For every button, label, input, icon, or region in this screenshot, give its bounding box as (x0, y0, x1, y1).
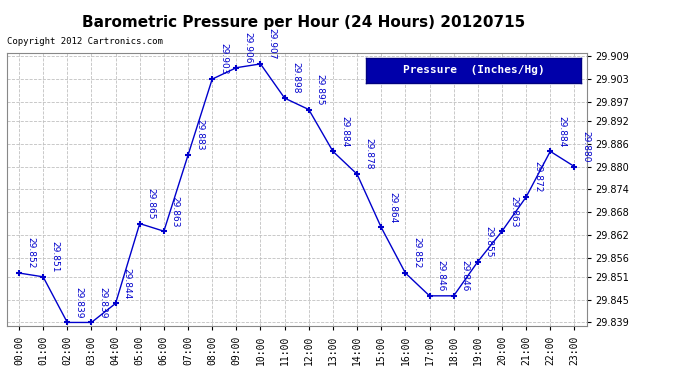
Text: 29.907: 29.907 (268, 28, 277, 60)
Text: 29.903: 29.903 (219, 44, 228, 75)
Text: Copyright 2012 Cartronics.com: Copyright 2012 Cartronics.com (7, 38, 163, 46)
Text: 29.895: 29.895 (316, 74, 325, 105)
Text: 29.852: 29.852 (413, 237, 422, 269)
Text: 29.844: 29.844 (123, 268, 132, 299)
Text: 29.855: 29.855 (485, 226, 494, 258)
Text: 29.906: 29.906 (244, 32, 253, 63)
Text: 29.863: 29.863 (509, 195, 518, 227)
Text: 29.884: 29.884 (340, 116, 349, 147)
Text: 29.878: 29.878 (364, 138, 373, 170)
Text: 29.880: 29.880 (582, 131, 591, 162)
Text: 29.839: 29.839 (99, 287, 108, 318)
Text: 29.898: 29.898 (292, 63, 301, 94)
Text: 29.865: 29.865 (147, 188, 156, 219)
Text: 29.851: 29.851 (50, 241, 59, 273)
Text: 29.864: 29.864 (388, 192, 397, 223)
Text: 29.846: 29.846 (437, 260, 446, 292)
Text: 29.852: 29.852 (26, 237, 35, 269)
Text: 29.883: 29.883 (195, 120, 204, 151)
Text: Barometric Pressure per Hour (24 Hours) 20120715: Barometric Pressure per Hour (24 Hours) … (82, 15, 525, 30)
Text: 29.872: 29.872 (533, 161, 542, 193)
Text: 29.846: 29.846 (461, 260, 470, 292)
Text: 29.839: 29.839 (75, 287, 83, 318)
Text: 29.863: 29.863 (171, 195, 180, 227)
Text: 29.884: 29.884 (558, 116, 566, 147)
